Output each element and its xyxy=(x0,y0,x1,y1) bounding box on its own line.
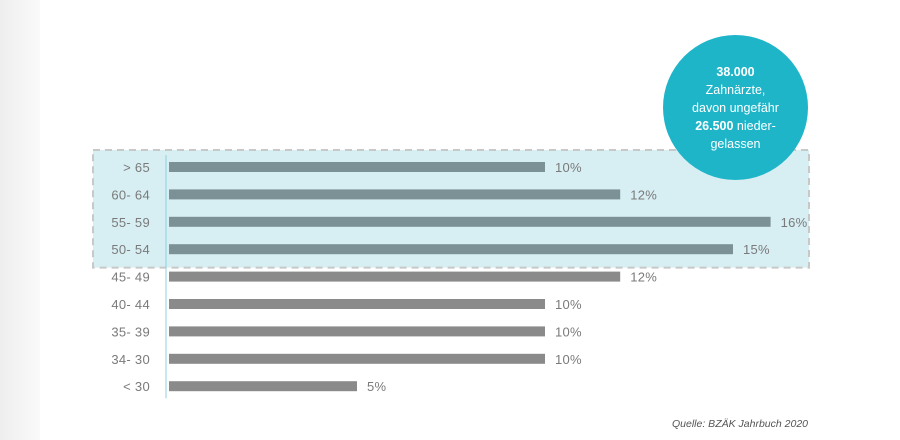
dentist-count-callout: 38.000 Zahnärzte, davon ungefähr 26.500 … xyxy=(663,35,808,180)
category-label: 50- 54 xyxy=(111,242,150,257)
left-shade xyxy=(0,0,40,440)
callout-line-4: 26.500 nieder- xyxy=(695,117,776,135)
category-label: 60- 64 xyxy=(111,187,150,202)
callout-line-3: davon ungefähr xyxy=(692,100,779,115)
callout-line-5: gelassen xyxy=(710,136,761,151)
value-label: 12% xyxy=(630,187,657,202)
category-label: 35- 39 xyxy=(111,324,150,339)
value-label: 5% xyxy=(367,379,387,394)
bar xyxy=(169,299,545,309)
bar xyxy=(169,353,545,364)
category-label: 55- 59 xyxy=(111,215,150,230)
category-label: 45- 49 xyxy=(111,270,150,285)
value-label: 10% xyxy=(555,297,582,312)
value-label: 10% xyxy=(555,352,582,367)
value-label: 12% xyxy=(630,270,657,285)
callout-total: 38.000 xyxy=(716,64,755,79)
bar xyxy=(169,326,545,337)
callout-established-count: 26.500 xyxy=(695,118,734,133)
bar xyxy=(169,244,733,255)
bar xyxy=(169,189,621,200)
bar xyxy=(169,381,357,392)
value-label: 16% xyxy=(781,215,808,230)
bar xyxy=(169,271,621,282)
bar xyxy=(169,162,545,172)
category-label: < 30 xyxy=(123,379,150,394)
category-label: > 65 xyxy=(123,160,150,175)
value-label: 10% xyxy=(555,324,582,339)
callout-line-2: Zahnärzte, xyxy=(705,82,766,97)
value-label: 10% xyxy=(555,160,582,175)
callout-line-4-rest: nieder- xyxy=(733,118,776,133)
source-note: Quelle: BZÄK Jahrbuch 2020 xyxy=(672,418,808,430)
value-label: 15% xyxy=(743,242,770,257)
category-label: 34- 30 xyxy=(111,352,150,367)
bar xyxy=(169,216,771,227)
category-label: 40- 44 xyxy=(111,297,150,312)
